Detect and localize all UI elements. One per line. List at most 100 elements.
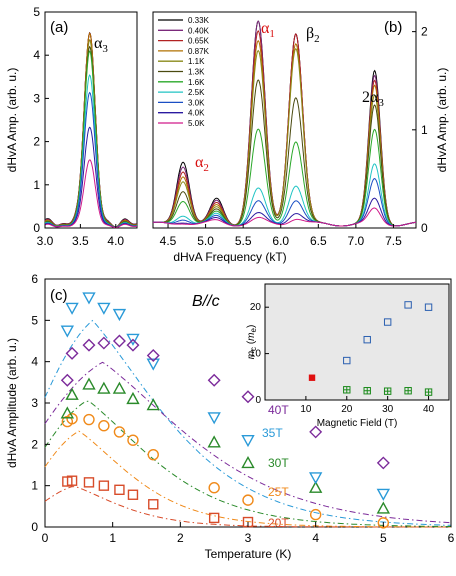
panel-c-ticks: 0 1 2 3 4 5 6 0 1 2 3 4 5 6 <box>31 272 454 545</box>
inset-x-tick-label: 30 <box>382 404 394 415</box>
peak-label-beta2: β2 <box>306 25 320 45</box>
inset-frame <box>264 283 450 401</box>
panel-c-x-tick-label: 2 <box>177 531 184 545</box>
legend-label: 0.65K <box>188 37 210 46</box>
panel-a-y-tick-label: 0 <box>33 221 40 235</box>
point-25T <box>309 508 322 521</box>
point-35T <box>207 412 221 425</box>
legend-label: 2.5K <box>188 88 205 97</box>
point-40T <box>126 338 140 352</box>
panel-c-y-tick-label: 6 <box>31 272 38 286</box>
fit-curve-40T <box>44 361 452 524</box>
point-40T <box>241 390 255 404</box>
point-35T <box>112 308 127 322</box>
series-label-30T: 30T <box>268 456 289 470</box>
panel-b-x-tick-label: 5.0 <box>197 234 214 248</box>
point-30T <box>82 377 96 390</box>
panel-b-y-tick-label: 0 <box>421 221 428 235</box>
inset-point-open <box>424 303 433 311</box>
panel-a-frame <box>44 11 138 229</box>
point-20T <box>127 489 139 500</box>
peak-label-alpha2: α2 <box>195 154 209 174</box>
panel-a-curve-4.0K <box>44 126 137 229</box>
point-35T <box>126 333 140 346</box>
panel-b-x-tick-label: 4.5 <box>160 234 177 248</box>
point-20T <box>114 484 125 495</box>
peak-label-2alpha3: 2α3 <box>362 89 384 109</box>
panel-a-curve-5.0K <box>44 159 138 228</box>
inset-y-tick-label: 10 <box>250 349 262 360</box>
panel-b-curve-1.1K <box>152 47 417 227</box>
inset-ticks: 10 20 30 40 0 10 20 <box>250 302 435 415</box>
inset: 10 20 30 40 0 10 20 mc (me) Magnetic Field (T) <box>246 283 450 429</box>
inset-point-filled <box>308 374 316 381</box>
point-40T <box>207 373 221 387</box>
panel-c-y-tick-label: 1 <box>31 479 38 493</box>
inset-x-tick-label: 20 <box>341 404 353 415</box>
panel-a-y-tick-label: 2 <box>33 135 40 149</box>
panel-a-label: (a) <box>50 19 68 36</box>
point-25T <box>242 494 254 506</box>
point-40T <box>376 456 390 470</box>
legend-label: 4.0K <box>188 109 205 118</box>
legend-label: 3.0K <box>188 98 205 107</box>
panel-b-ticks: 4.5 5.0 5.5 6.0 6.5 7.0 7.5 0 1 2 <box>160 25 428 248</box>
point-35T <box>308 472 323 485</box>
panel-b-frame <box>152 11 417 229</box>
panel-a-y-tick-label: 4 <box>33 48 40 62</box>
legend-label: 1.3K <box>188 68 205 77</box>
point-35T <box>376 488 391 501</box>
panel-b-y-tick-label: 2 <box>421 25 428 39</box>
panel-a-x-tick-label: 3.0 <box>37 234 54 248</box>
point-35T <box>82 292 96 305</box>
point-35T <box>60 325 75 338</box>
series-label-40T: 40T <box>268 403 289 417</box>
panel-c-x-tick-label: 1 <box>109 531 116 545</box>
inset-x-tick-label: 40 <box>423 404 435 415</box>
inset-y-axis-label: mc (me) <box>246 325 258 360</box>
panel-a-y-tick-label: 5 <box>33 5 40 19</box>
panel-c-x-tick-label: 5 <box>380 531 387 545</box>
series-label-25T: 25T <box>268 485 289 499</box>
panel-b-curve-5.0K <box>152 207 417 227</box>
panel-a-curve-3.0K <box>44 91 138 228</box>
panel-a-ticks: 3.0 3.5 4.0 0 1 2 3 4 5 <box>33 5 124 248</box>
point-30T <box>207 435 221 448</box>
inset-x-tick-label: 10 <box>300 404 312 415</box>
inset-point-open <box>404 301 412 309</box>
point-35T <box>65 302 79 315</box>
panel-c-label: (c) <box>50 287 68 304</box>
legend-label: 0.33K <box>188 16 210 25</box>
panel-c-x-tick-label: 3 <box>245 531 252 545</box>
panel-a-curves <box>44 31 138 229</box>
point-25T <box>377 517 390 529</box>
point-20T <box>208 512 220 524</box>
point-25T <box>147 448 159 461</box>
point-40T <box>60 373 74 387</box>
point-40T <box>97 336 111 350</box>
inset-points <box>308 301 433 396</box>
point-20T <box>98 480 110 491</box>
point-40T <box>146 348 160 362</box>
legend-label: 0.87K <box>188 47 210 56</box>
panel-b-x-tick-label: 6.5 <box>310 234 327 248</box>
peak-label-alpha1: α1 <box>261 20 275 40</box>
panel-b-label: (b) <box>384 19 402 36</box>
panel-c-x-axis-label: Temperature (K) <box>205 547 292 561</box>
panel-c-y-tick-label: 2 <box>31 437 38 451</box>
panel-b-curve-1.6K <box>152 128 417 227</box>
panel-c-y-axis-label: dHvA Amplitude (arb. u.) <box>5 338 19 468</box>
panel-a-x-tick-label: 4.0 <box>107 234 124 248</box>
point-35T <box>146 358 160 371</box>
legend-label: 1.1K <box>188 57 205 66</box>
inset-point-open <box>363 335 371 344</box>
inset-y-tick-label: 20 <box>250 302 262 313</box>
panel-b-x-tick-label: 7.0 <box>348 234 365 248</box>
panel-b-x-tick-label: 6.0 <box>272 234 289 248</box>
legend-label: 0.40K <box>188 26 210 35</box>
point-30T <box>97 381 111 394</box>
